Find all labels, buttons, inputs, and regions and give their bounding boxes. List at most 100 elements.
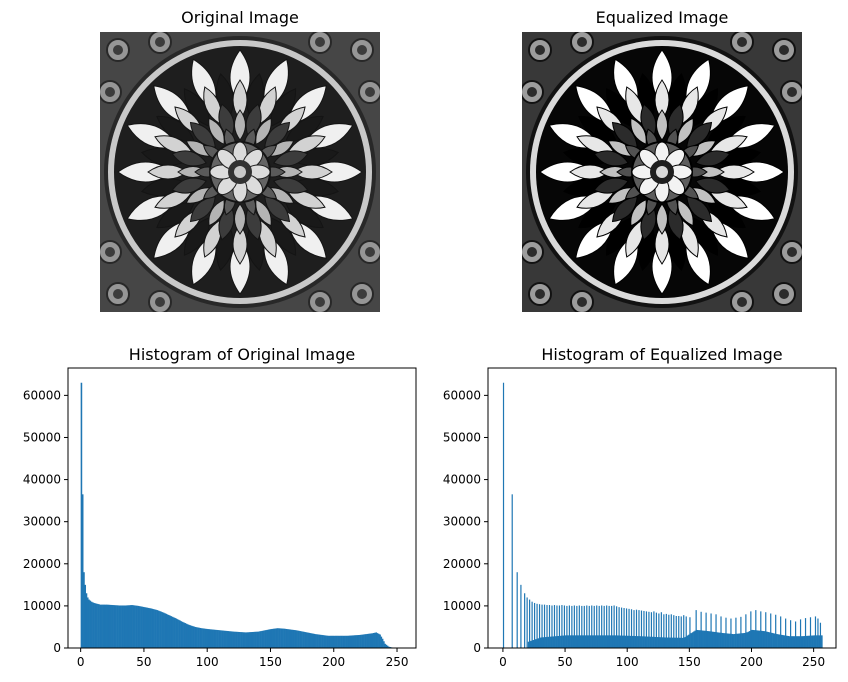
histogram-bar xyxy=(112,605,114,648)
histogram-bar xyxy=(350,635,352,648)
histogram-bar xyxy=(135,605,137,648)
histogram-bar xyxy=(369,633,371,648)
histogram-spike xyxy=(740,616,742,648)
histogram-bar xyxy=(340,635,342,648)
histogram-spike xyxy=(814,616,817,648)
histogram-bar xyxy=(374,632,376,648)
original-image-title: Original Image xyxy=(181,8,299,27)
histogram-bar xyxy=(664,637,667,648)
histogram-bar xyxy=(237,631,240,648)
histogram-bar xyxy=(270,629,273,648)
histogram-bar xyxy=(808,635,811,648)
histogram-bar xyxy=(351,635,354,648)
histogram-bar xyxy=(690,633,693,648)
histogram-bar xyxy=(242,632,245,648)
histogram-bar xyxy=(364,634,366,648)
histogram-bar xyxy=(669,637,671,648)
x-tick-label: 50 xyxy=(136,655,151,669)
histogram-spike xyxy=(630,609,633,648)
histogram-bar xyxy=(212,629,214,648)
histogram-spike xyxy=(760,611,762,648)
histogram-bar xyxy=(818,635,821,648)
histogram-bar xyxy=(361,634,364,648)
histogram-bar xyxy=(688,634,690,648)
original-mandala-image xyxy=(100,32,380,312)
histogram-bar xyxy=(148,608,151,648)
histogram-bar xyxy=(231,631,233,648)
histogram-bar xyxy=(128,605,131,648)
histogram-bar xyxy=(632,635,634,648)
histogram-spike xyxy=(635,609,638,648)
histogram-bar xyxy=(584,635,587,648)
histogram-bar xyxy=(132,605,135,648)
histogram-bar xyxy=(190,625,193,648)
histogram-bar xyxy=(238,632,241,648)
histogram-bar xyxy=(599,635,602,648)
histogram-bar xyxy=(165,613,168,648)
histogram-spike xyxy=(563,605,566,648)
histogram-spike xyxy=(558,605,561,648)
histogram-bar xyxy=(802,636,804,648)
histogram-bar xyxy=(532,640,535,648)
histogram-bar xyxy=(552,636,555,648)
histogram-bar xyxy=(747,631,750,648)
histogram-bar xyxy=(116,605,118,648)
histogram-bar xyxy=(336,635,338,648)
histogram-bar xyxy=(717,632,720,648)
histogram-bar xyxy=(674,637,676,648)
histogram-bar xyxy=(756,630,758,648)
histogram-bar xyxy=(117,605,119,648)
histogram-spike xyxy=(628,608,630,648)
histogram-bar xyxy=(93,602,95,648)
histogram-bar xyxy=(372,632,375,648)
histogram-bar xyxy=(617,635,619,648)
histogram-bar xyxy=(597,635,599,648)
x-tick-label: 250 xyxy=(386,655,409,669)
histogram-bar xyxy=(107,604,109,648)
histogram-bar xyxy=(737,633,740,648)
histogram-spike xyxy=(700,611,702,648)
histogram-spike xyxy=(663,614,665,648)
histogram-spike xyxy=(765,612,767,648)
histogram-spike xyxy=(633,610,635,648)
y-tick-label: 40000 xyxy=(443,473,481,487)
histogram-bar xyxy=(384,643,386,648)
x-tick-label: 150 xyxy=(259,655,282,669)
histogram-bar xyxy=(575,635,577,648)
x-tick-label: 100 xyxy=(196,655,219,669)
histogram-bar xyxy=(251,632,254,648)
histogram-bar xyxy=(119,605,122,648)
histogram-bar xyxy=(371,633,374,648)
equalized-mandala-image xyxy=(522,32,802,312)
histogram-spike xyxy=(581,605,583,648)
hist-equalized-title: Histogram of Equalized Image xyxy=(541,345,783,364)
histogram-spike xyxy=(665,613,667,648)
histogram-spike xyxy=(601,605,603,648)
histogram-bar xyxy=(97,603,99,648)
histogram-bar xyxy=(317,634,319,648)
histogram-bar xyxy=(703,630,705,648)
histogram-bar xyxy=(188,624,190,648)
histogram-bar xyxy=(343,635,346,648)
histogram-bar xyxy=(711,631,714,648)
histogram-bar xyxy=(105,604,108,648)
histogram-bar xyxy=(226,630,228,648)
histogram-spike xyxy=(529,599,531,648)
histogram-bar xyxy=(250,632,252,648)
histogram-spike xyxy=(725,617,727,648)
histogram-bar xyxy=(228,631,231,648)
histogram-bar xyxy=(189,625,192,648)
histogram-bar xyxy=(766,631,768,648)
histogram-bar xyxy=(360,634,362,648)
histogram-bar xyxy=(787,636,790,648)
histogram-spike xyxy=(576,605,578,648)
histogram-bar xyxy=(612,635,614,648)
histogram-spike xyxy=(775,614,777,648)
histogram-bar xyxy=(304,632,307,648)
histogram-bar xyxy=(167,614,170,648)
histogram-spike xyxy=(578,605,580,648)
histogram-spike xyxy=(819,622,822,648)
histogram-bar xyxy=(141,606,143,648)
y-tick-label: 50000 xyxy=(443,430,481,444)
